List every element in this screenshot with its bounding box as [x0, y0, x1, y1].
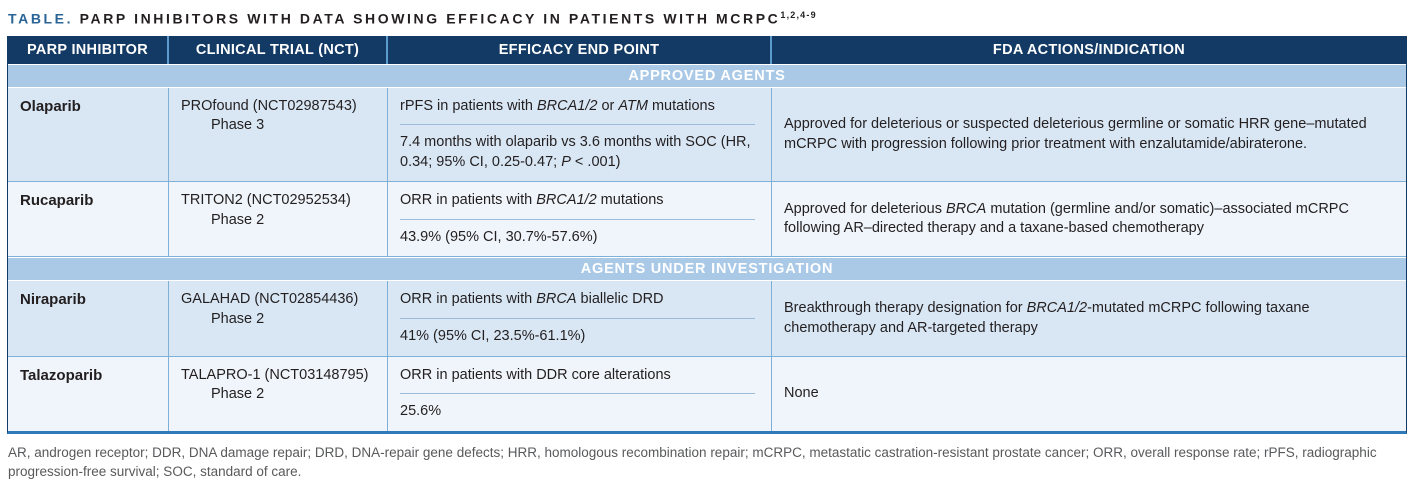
trial-phase: Phase 2: [211, 211, 265, 228]
clinical-trial-cell: TALAPRO-1 (NCT03148795) Phase 2: [169, 356, 388, 431]
clinical-trial-cell: TRITON2 (NCT02952534) Phase 2: [169, 182, 388, 257]
trial-name: PROfound (NCT02987543): [181, 97, 357, 114]
efficacy-endpoint-cell: ORR in patients with DDR core alteration…: [388, 356, 772, 431]
table-title-references: 1,2,4-9: [780, 10, 817, 20]
clinical-trial-cell: PROfound (NCT02987543) Phase 3: [169, 87, 388, 182]
endpoint-result: 25.6%: [400, 403, 442, 420]
endpoint-primary: ORR in patients with BRCA biallelic DRD: [400, 291, 664, 308]
section-band-approved-agents: APPROVED AGENTS: [8, 63, 1406, 88]
table-header-row: PARP INHIBITOR CLINICAL TRIAL (NCT) EFFI…: [8, 35, 1406, 64]
endpoint-divider: [400, 124, 755, 126]
fda-action-text: Approved for deleterious BRCA mutation (…: [784, 200, 1349, 237]
table-title: TABLE. PARP INHIBITORS WITH DATA SHOWING…: [8, 10, 1407, 27]
column-header-fda-actions: FDA ACTIONS/INDICATION: [992, 41, 1186, 58]
endpoint-divider: [400, 318, 755, 320]
trial-phase: Phase 2: [211, 311, 265, 328]
endpoint-divider: [400, 218, 755, 220]
table-title-prefix: TABLE.: [8, 10, 74, 27]
fda-action-text: Breakthrough therapy designation for BRC…: [784, 299, 1310, 336]
fda-action-cell: Approved for deleterious or suspected de…: [772, 88, 1406, 182]
parp-inhibitors-table: PARP INHIBITOR CLINICAL TRIAL (NCT) EFFI…: [7, 35, 1407, 434]
column-header-efficacy-endpoint: EFFICACY END POINT: [388, 35, 772, 64]
drug-name: Niraparib: [8, 281, 169, 356]
endpoint-primary: ORR in patients with DDR core alteration…: [400, 366, 671, 383]
efficacy-endpoint-cell: rPFS in patients with BRCA1/2 or ATM mut…: [388, 87, 772, 182]
fda-action-text: Approved for deleterious or suspected de…: [784, 115, 1367, 152]
table-row-niraparib: Niraparib GALAHAD (NCT02854436) Phase 2 …: [8, 281, 1406, 357]
efficacy-endpoint-cell: ORR in patients with BRCA biallelic DRD …: [388, 281, 772, 356]
fda-action-cell: None: [772, 357, 1406, 431]
efficacy-endpoint-cell: ORR in patients with BRCA1/2 mutations 4…: [388, 182, 772, 257]
table-title-text: PARP INHIBITORS WITH DATA SHOWING EFFICA…: [73, 10, 781, 27]
clinical-trial-cell: GALAHAD (NCT02854436) Phase 2: [169, 281, 388, 356]
drug-name: Rucaparib: [8, 182, 169, 257]
column-header-clinical-trial: CLINICAL TRIAL (NCT): [169, 35, 388, 64]
endpoint-result: 41% (95% CI, 23.5%-61.1%): [400, 328, 586, 345]
trial-name: TALAPRO-1 (NCT03148795): [181, 366, 369, 383]
table-row-rucaparib: Rucaparib TRITON2 (NCT02952534) Phase 2 …: [8, 182, 1406, 258]
trial-phase: Phase 3: [211, 117, 265, 134]
endpoint-result: 7.4 months with olaparib vs 3.6 months w…: [400, 134, 751, 170]
fda-action-text: None: [784, 384, 819, 401]
endpoint-primary: rPFS in patients with BRCA1/2 or ATM mut…: [400, 97, 715, 114]
endpoint-primary: ORR in patients with BRCA1/2 mutations: [400, 192, 664, 209]
endpoint-result: 43.9% (95% CI, 30.7%-57.6%): [400, 228, 598, 245]
column-header-parp-inhibitor: PARP INHIBITOR: [8, 35, 169, 64]
endpoint-divider: [400, 393, 755, 395]
trial-name: TRITON2 (NCT02952534): [181, 192, 351, 209]
trial-phase: Phase 2: [211, 386, 265, 403]
section-band-agents-under-investigation: AGENTS UNDER INVESTIGATION: [8, 257, 1406, 282]
trial-name: GALAHAD (NCT02854436): [181, 291, 359, 308]
drug-name: Olaparib: [8, 87, 169, 182]
table-row-olaparib: Olaparib PROfound (NCT02987543) Phase 3 …: [8, 87, 1406, 183]
drug-name: Talazoparib: [8, 356, 169, 431]
fda-action-cell: Approved for deleterious BRCA mutation (…: [772, 182, 1406, 256]
table-row-talazoparib: Talazoparib TALAPRO-1 (NCT03148795) Phas…: [8, 356, 1406, 431]
fda-action-cell: Breakthrough therapy designation for BRC…: [772, 281, 1406, 355]
abbreviations-footnote: AR, androgen receptor; DDR, DNA damage r…: [8, 444, 1377, 480]
